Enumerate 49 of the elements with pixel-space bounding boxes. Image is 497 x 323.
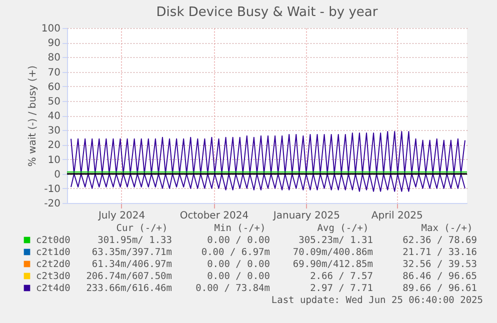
legend-label: c2t0d0	[36, 235, 71, 246]
text: 0.00 / 0.00	[207, 259, 270, 270]
legend-label: c2t2d0	[36, 259, 71, 270]
text: 305.23m/ 1.31	[298, 235, 374, 246]
y-tick-label: 0	[54, 169, 60, 180]
x-tick-label: January 2025	[272, 210, 340, 222]
y-tick-label: 60	[48, 82, 60, 93]
text: Min (-/+)	[214, 223, 266, 234]
text: 89.66 / 96.61	[402, 283, 478, 294]
text: 233.66m/616.46m	[86, 283, 172, 294]
y-tick-label: -20	[44, 198, 60, 210]
text: 301.95m/ 1.33	[98, 235, 172, 246]
text: Max (-/+)	[421, 223, 473, 234]
x-tick-label: July 2024	[97, 210, 146, 222]
text: 63.35m/397.71m	[92, 247, 172, 258]
text: 70.09m/400.86m	[292, 247, 374, 258]
text: Last update: Wed Jun 25 06:40:00 2025	[271, 295, 483, 306]
y-tick-label: 30	[48, 126, 60, 137]
y-tick-label: 80	[48, 52, 60, 64]
x-tick-label: April 2025	[371, 210, 423, 222]
chart-title: Disk Device Busy & Wait - by year	[156, 5, 378, 20]
text: 0.00 / 6.97m	[201, 247, 270, 258]
text: Cur (-/+)	[116, 223, 168, 234]
text: 206.74m/607.50m	[86, 271, 172, 282]
legend-label: c2t1d0	[36, 247, 71, 258]
text: 62.36 / 78.69	[402, 235, 478, 246]
text: 21.71 / 33.16	[402, 247, 478, 258]
text: 86.46 / 96.65	[402, 271, 477, 282]
text: 32.56 / 39.53	[402, 259, 477, 270]
y-tick-label: 90	[48, 38, 60, 50]
y-tick-label: 10	[48, 154, 60, 166]
legend-label: c2t4d0	[36, 283, 71, 294]
text: Avg (-/+)	[317, 223, 369, 234]
y-tick-label: 50	[48, 96, 60, 108]
text: 69.90m/412.85m	[292, 259, 374, 270]
text: 2.66 / 7.57	[310, 271, 373, 282]
x-tick-label: October 2024	[180, 210, 249, 222]
text: 2.97 / 7.71	[310, 283, 374, 294]
y-tick-label: 20	[48, 140, 60, 152]
text: 0.00 / 73.84m	[196, 283, 270, 294]
y-axis-title: % wait (-) / busy (+)	[27, 65, 38, 167]
legend-label: c2t3d0	[36, 271, 71, 282]
text: 0.00 / 0.00	[207, 235, 270, 246]
y-tick-label: 40	[48, 111, 60, 122]
text: 61.34m/406.97m	[92, 259, 172, 270]
y-tick-label: -10	[44, 184, 60, 195]
y-tick-label: 70	[48, 67, 60, 78]
y-tick-label: 100	[41, 24, 60, 34]
text: 0.00 / 0.00	[207, 271, 270, 282]
